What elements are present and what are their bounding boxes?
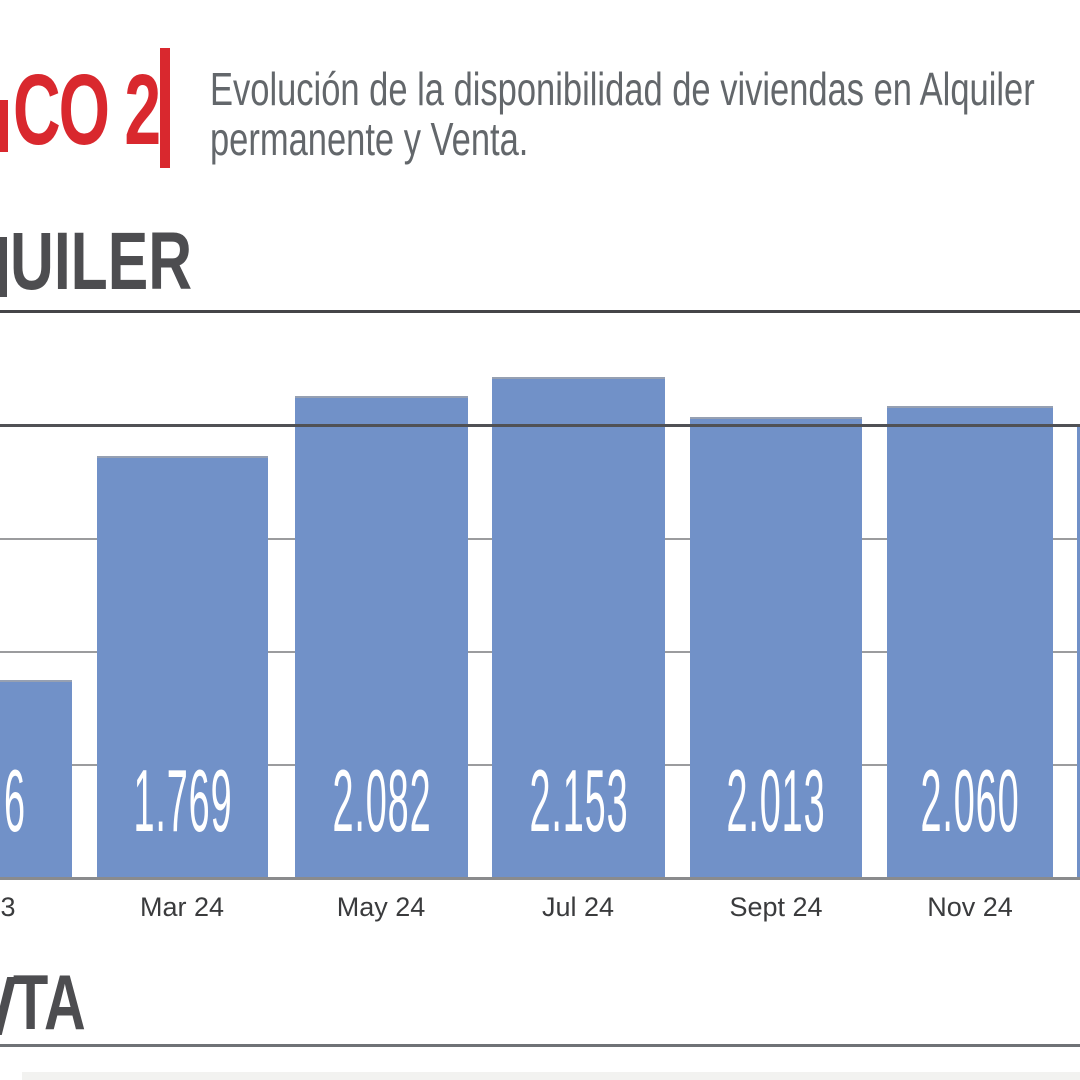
section-heading-venta: TA	[13, 958, 86, 1046]
venta-chart-top-band	[22, 1072, 1080, 1080]
x-axis-label: Sept 24	[729, 892, 823, 922]
chart-title: Evolución de la disponibilidad de vivien…	[210, 64, 1080, 164]
chart-title-line2: permanente y Venta.	[210, 113, 529, 165]
bar	[295, 396, 468, 878]
x-axis-label: Mar 24	[139, 892, 225, 922]
bar-value-label: 6	[4, 751, 26, 850]
section-heading-alquiler: UILER	[10, 216, 193, 307]
chart-title-line1: Evolución de la disponibilidad de vivien…	[210, 63, 1035, 115]
graphic-number-label: CO 2	[13, 54, 161, 166]
alquiler-letter-sliver	[0, 237, 7, 297]
kicker-letter-sliver	[0, 100, 8, 152]
x-axis-line	[0, 877, 1080, 880]
x-axis-label: Jul 24	[541, 892, 615, 922]
venta-heading-rule	[0, 1044, 1080, 1047]
bar-value-label: 2.013	[726, 751, 826, 850]
x-axis-label: May 24	[336, 892, 426, 922]
bar	[97, 456, 268, 878]
bar	[0, 680, 72, 878]
bar-value-label: 2.153	[529, 751, 628, 850]
bar	[690, 417, 862, 878]
bar	[492, 377, 665, 878]
bar	[887, 406, 1053, 878]
header-divider-rule	[160, 48, 170, 168]
x-axis-label: 3	[0, 892, 16, 922]
bar-value-label: 2.082	[332, 751, 431, 850]
reference-line	[0, 424, 1080, 427]
bar-value-label: 1.769	[133, 751, 232, 850]
alquiler-heading-rule	[0, 310, 1080, 313]
bar-value-label: 2.060	[920, 751, 1020, 850]
x-axis-label: Nov 24	[927, 892, 1013, 922]
